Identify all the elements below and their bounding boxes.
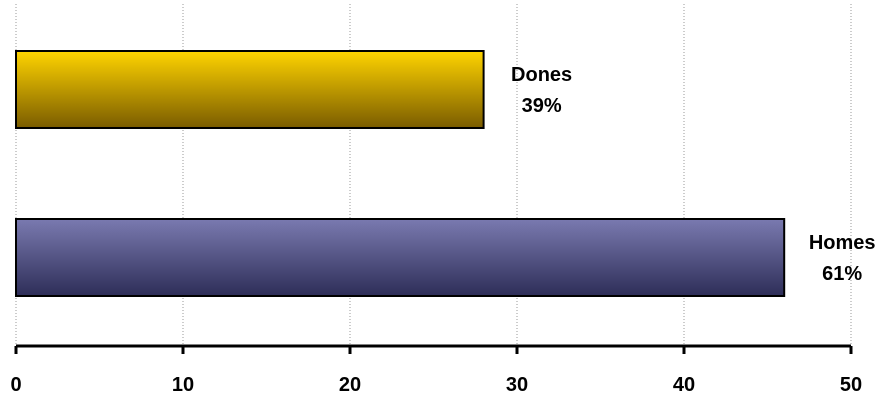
bar-label-homes: Homes xyxy=(809,232,876,254)
bar-percent-dones: 39% xyxy=(522,95,562,117)
bars xyxy=(15,50,786,297)
labels: Dones 39% Homes 61% xyxy=(511,64,876,285)
x-tick-label: 30 xyxy=(506,374,528,396)
bar-homes xyxy=(15,218,786,297)
x-tick-label: 50 xyxy=(840,374,862,396)
x-tick-label: 10 xyxy=(172,374,194,396)
bar-percent-homes: 61% xyxy=(822,263,862,285)
x-tick-label: 0 xyxy=(10,374,21,396)
x-tick-label: 20 xyxy=(339,374,361,396)
bar-dones xyxy=(15,50,485,129)
x-axis: 0 10 20 30 40 50 xyxy=(10,344,862,396)
bar-label-dones: Dones xyxy=(511,64,572,86)
x-tick-label: 40 xyxy=(673,374,695,396)
